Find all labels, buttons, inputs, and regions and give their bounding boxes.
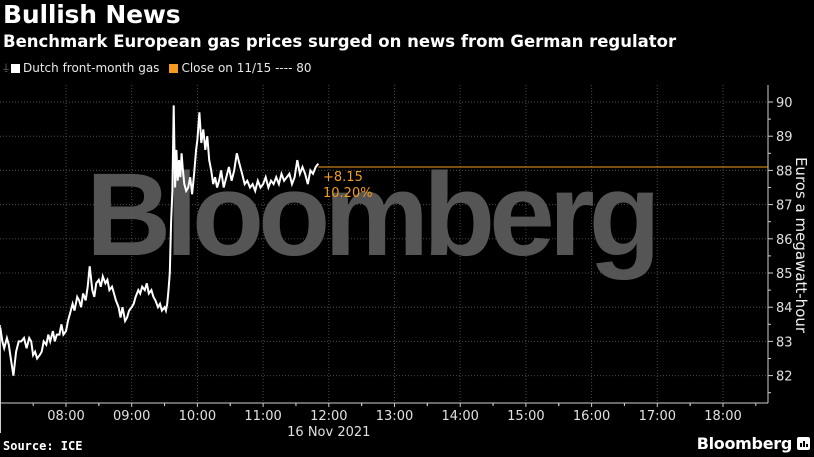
x-tick-label: 14:00	[441, 409, 478, 424]
brand-logo: Bloomberg	[696, 434, 793, 453]
y-tick-label: 87	[776, 199, 793, 214]
x-tick-label: 18:00	[704, 409, 741, 424]
source-note: Source: ICE	[3, 439, 83, 453]
x-tick-label: 17:00	[639, 409, 676, 424]
legend: ⍊ Dutch front-month gas Close on 11/15 -…	[3, 60, 322, 76]
legend-label: Close on 11/15 ---- 80	[181, 61, 312, 75]
chart-subtitle: Benchmark European gas prices surged on …	[3, 32, 677, 51]
y-tick-label: 84	[776, 301, 793, 316]
x-tick-label: 11:00	[244, 409, 281, 424]
y-tick-label: 90	[776, 96, 793, 111]
x-tick-label: 16:00	[573, 409, 610, 424]
price-line	[0, 105, 320, 376]
axes	[0, 85, 769, 433]
x-tick-label: 12:00	[310, 409, 347, 424]
x-tick-label: 09:00	[113, 409, 150, 424]
y-tick-label: 85	[776, 267, 793, 282]
pin-icon[interactable]: ⍊	[3, 62, 9, 73]
x-tick-label: 13:00	[376, 409, 413, 424]
chart-title: Bullish News	[3, 0, 181, 29]
x-axis-label: 16 Nov 2021	[287, 425, 370, 440]
gridlines	[0, 85, 768, 403]
x-axis-ticks: 08:00 09:00 10:00 11:00 12:00 13:00 14:00 15:00…	[32, 403, 757, 424]
legend-swatch-orange-icon	[169, 63, 179, 73]
y-tick-label: 83	[776, 335, 793, 350]
x-tick-label: 10:00	[179, 409, 216, 424]
y-tick-label: 89	[776, 130, 793, 145]
y-axis-ticks: 82 83 84 85 86 87 88 89 90	[768, 96, 793, 394]
x-tick-label: 15:00	[507, 409, 544, 424]
percent-annotation: 10.20%	[323, 186, 373, 201]
x-tick-label: 08:00	[47, 409, 84, 424]
y-tick-label: 86	[776, 233, 793, 248]
change-annotation: +8.15	[323, 170, 363, 185]
legend-swatch-white-icon	[11, 63, 20, 73]
watermark: Bloomberg	[86, 149, 655, 281]
y-axis-label: Euros a megawatt-hour	[792, 157, 810, 334]
legend-item-close[interactable]: Close on 11/15 ---- 80	[169, 60, 312, 76]
legend-label: Dutch front-month gas	[23, 61, 160, 75]
bloomberg-terminal-icon	[797, 437, 810, 450]
y-tick-label: 88	[776, 164, 793, 179]
legend-item-dutch-gas[interactable]: Dutch front-month gas	[11, 60, 159, 76]
y-tick-label: 82	[776, 370, 793, 385]
